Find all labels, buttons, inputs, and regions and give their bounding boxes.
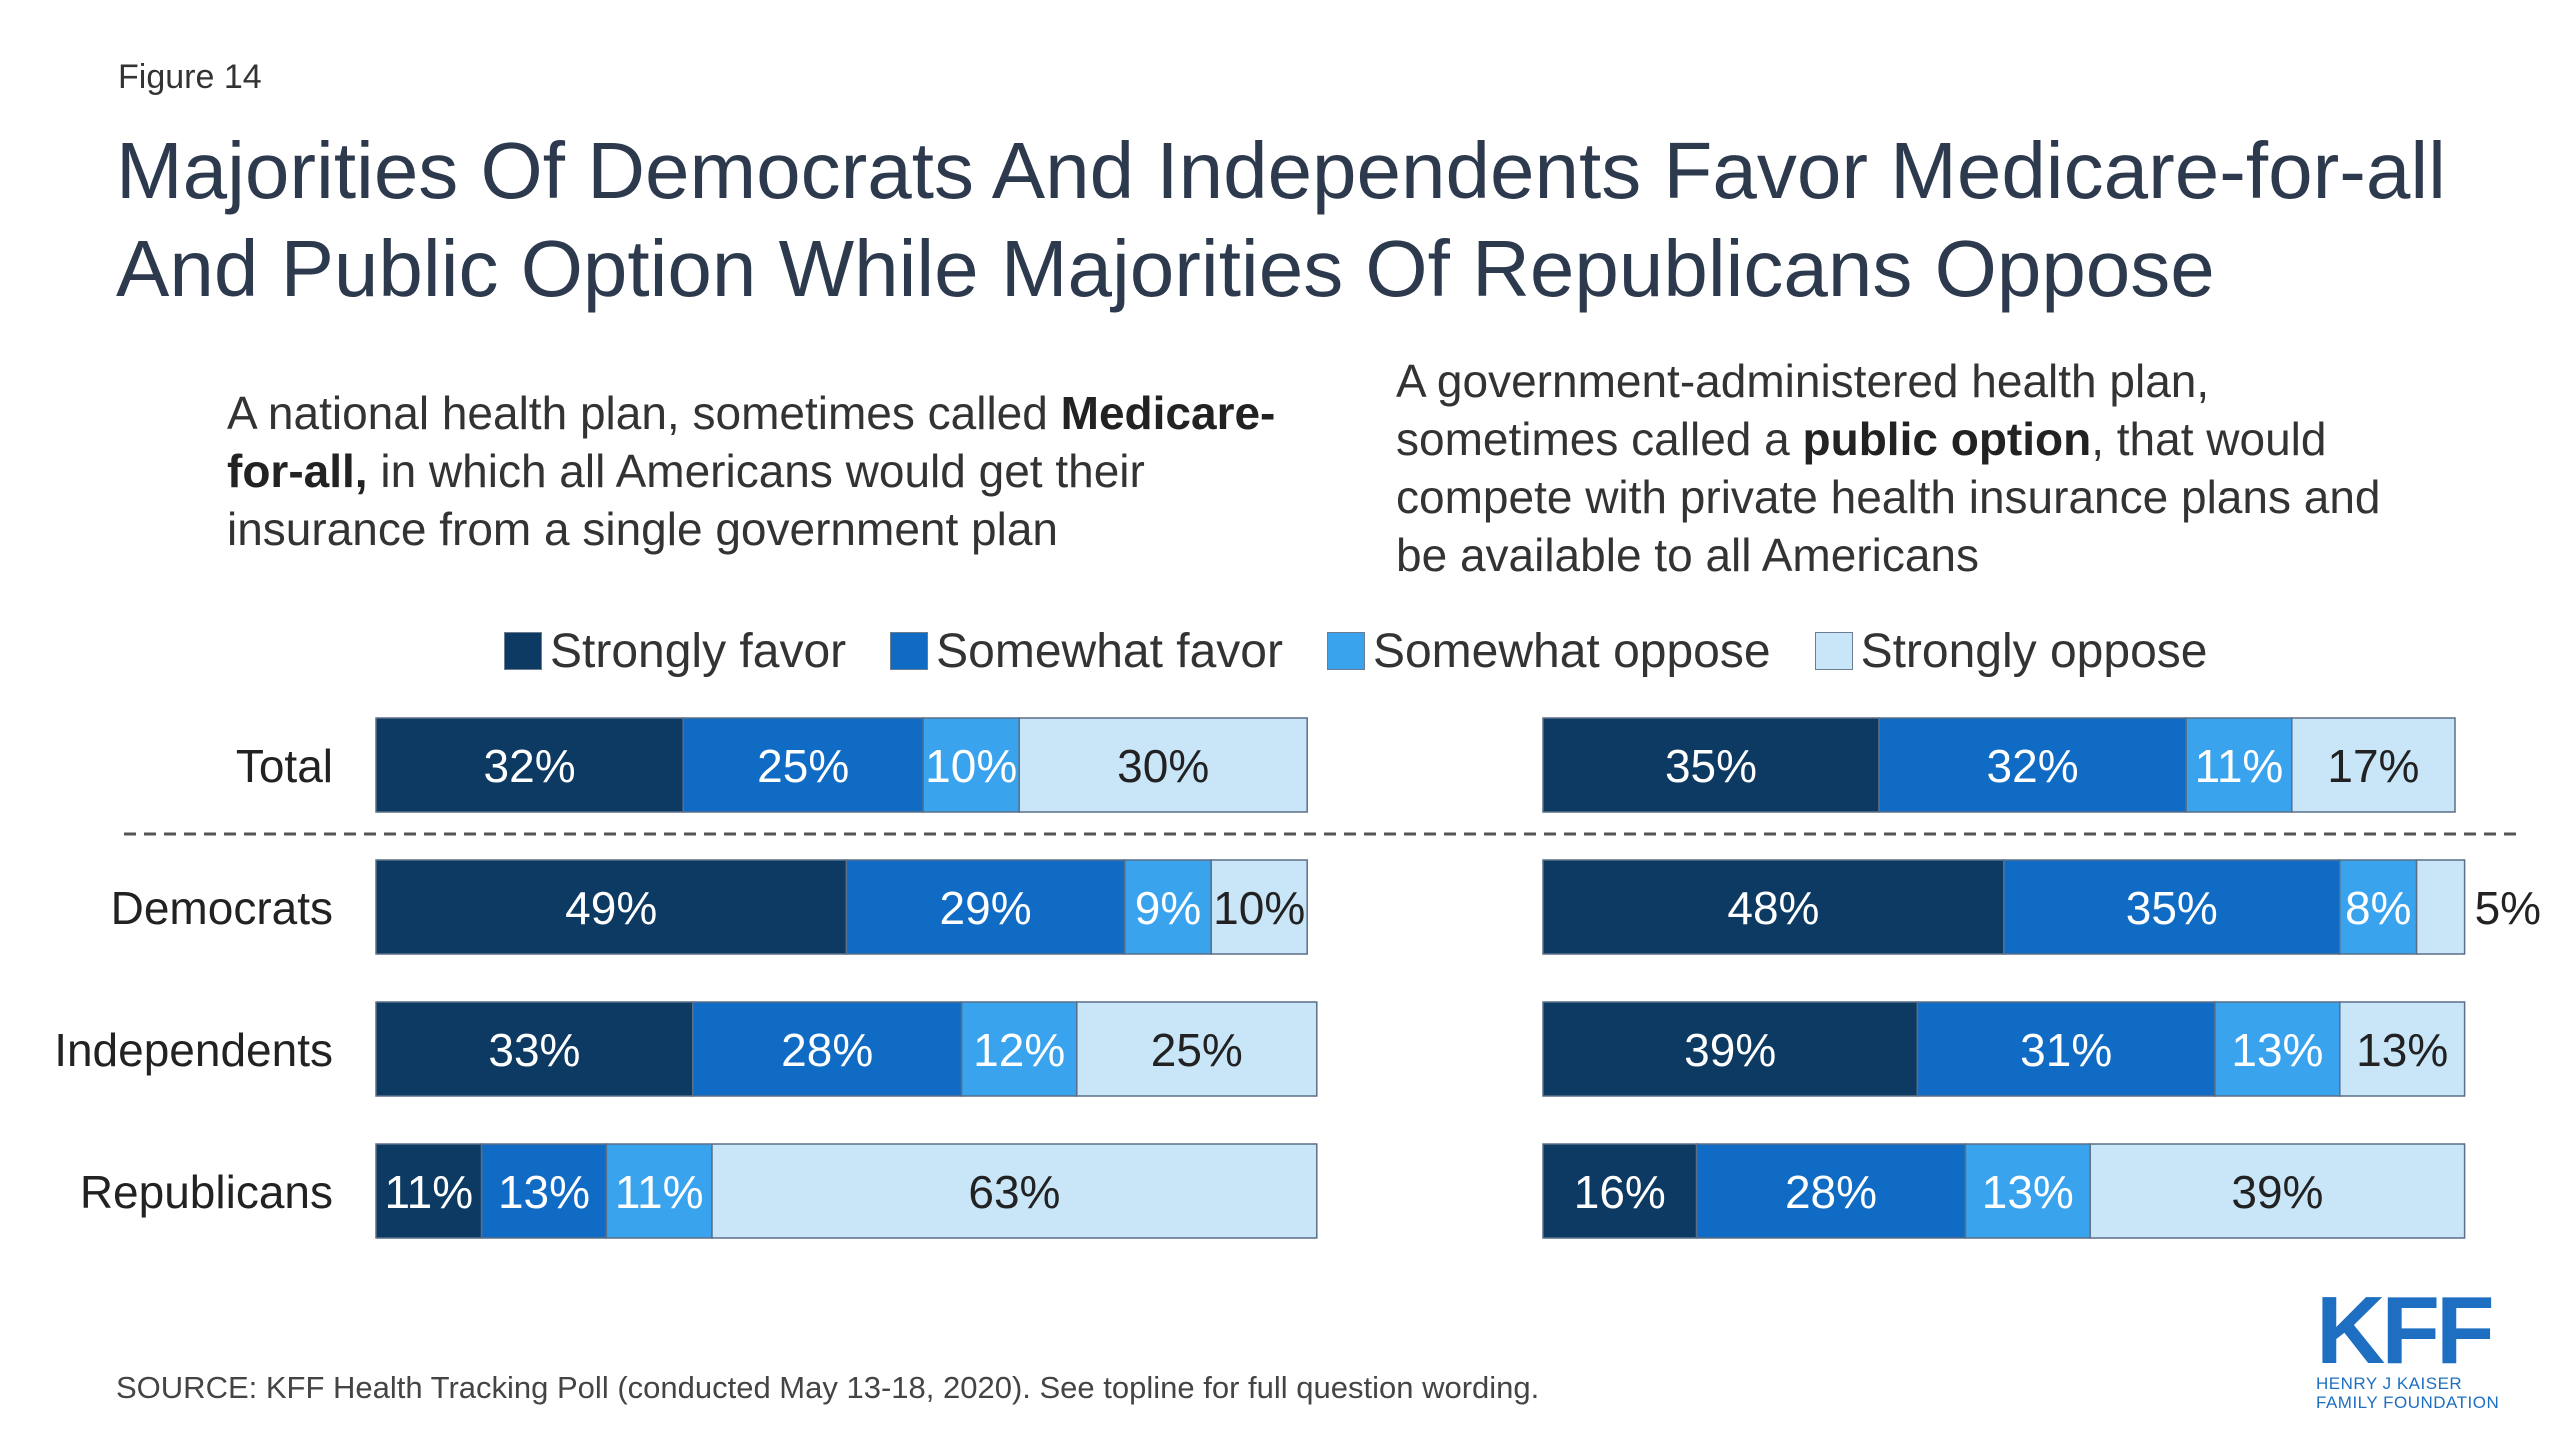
bar-public-option-independents-somewhat-oppose [2214, 1001, 2341, 1097]
desc-left-pre: A national health plan, sometimes called [227, 387, 1061, 439]
bar-public-option-independents-strongly-favor [1542, 1001, 1919, 1097]
data-label-medicare-for-all-republicans-strongly-favor: 11% [384, 1166, 473, 1218]
data-label-medicare-for-all-republicans-strongly-oppose: 63% [968, 1166, 1060, 1218]
data-label-public-option-democrats-somewhat-favor: 35% [2126, 882, 2218, 934]
bar-public-option-republicans-somewhat-favor [1695, 1143, 1967, 1239]
bar-medicare-for-all-total-strongly-favor [375, 717, 684, 813]
source-note: SOURCE: KFF Health Tracking Poll (conduc… [116, 1370, 1540, 1405]
figure-label: Figure 14 [118, 58, 262, 96]
data-label-public-option-democrats-strongly-favor: 48% [1727, 882, 1819, 934]
data-label-medicare-for-all-democrats-somewhat-oppose: 9% [1135, 882, 1201, 934]
data-label-medicare-for-all-independents-somewhat-favor: 28% [781, 1024, 873, 1076]
data-label-medicare-for-all-total-strongly-oppose: 30% [1117, 740, 1209, 792]
bar-medicare-for-all-independents-somewhat-favor [692, 1001, 963, 1097]
bar-medicare-for-all-democrats-strongly-oppose [1210, 859, 1308, 955]
legend-swatch-somewhat-oppose [1326, 632, 1365, 670]
desc-right-bold: public option [1802, 413, 2092, 465]
legend-item-strongly-favor: Strongly favor [504, 624, 846, 679]
data-label-public-option-republicans-strongly-oppose: 39% [2231, 1166, 2323, 1218]
category-label-republicans: Republicans [80, 1166, 333, 1218]
bar-medicare-for-all-democrats-somewhat-oppose [1124, 859, 1212, 955]
desc-left-bold: Medicare-for-all, [227, 387, 1276, 497]
bar-public-option-total-somewhat-oppose [2185, 717, 2293, 813]
bar-medicare-for-all-independents-strongly-oppose [1076, 1001, 1318, 1097]
bar-public-option-independents-somewhat-favor [1916, 1001, 2216, 1097]
data-label-medicare-for-all-total-strongly-favor: 32% [484, 740, 576, 792]
bar-public-option-total-strongly-favor [1542, 717, 1880, 813]
legend-item-strongly-oppose: Strongly oppose [1814, 624, 2208, 679]
data-label-public-option-independents-strongly-favor: 39% [1684, 1024, 1776, 1076]
chart-title: Majorities Of Democrats And Independents… [116, 126, 2446, 313]
bar-medicare-for-all-republicans-strongly-oppose [711, 1143, 1318, 1239]
kff-logo-subtitle: HENRY J KAISER FAMILY FOUNDATION [2316, 1374, 2506, 1412]
data-label-public-option-independents-somewhat-oppose: 13% [2231, 1024, 2323, 1076]
data-label-public-option-republicans-strongly-favor: 16% [1574, 1166, 1666, 1218]
data-label-medicare-for-all-independents-strongly-favor: 33% [488, 1024, 580, 1076]
bar-medicare-for-all-total-strongly-oppose [1018, 717, 1308, 813]
legend-label-strongly-oppose: Strongly oppose [1860, 624, 2208, 678]
legend-label-somewhat-favor: Somewhat favor [936, 624, 1283, 678]
legend-swatch-somewhat-favor [890, 632, 929, 670]
data-label-public-option-total-somewhat-favor: 32% [1987, 740, 2079, 792]
kff-logo-mark: KFF [2316, 1277, 2495, 1384]
bar-public-option-republicans-somewhat-oppose [1964, 1143, 2091, 1239]
bar-public-option-independents-strongly-oppose [2339, 1001, 2466, 1097]
data-label-public-option-republicans-somewhat-favor: 28% [1785, 1166, 1877, 1218]
bar-medicare-for-all-republicans-somewhat-oppose [605, 1143, 713, 1239]
desc-right-post: , that would compete with private health… [1396, 413, 2381, 581]
kff-logo-line1: HENRY J KAISER [2316, 1374, 2463, 1393]
data-label-medicare-for-all-republicans-somewhat-favor: 13% [498, 1166, 590, 1218]
legend-label-somewhat-oppose: Somewhat oppose [1372, 624, 1771, 678]
medicare-for-all-description: A national health plan, sometimes called… [227, 384, 1347, 558]
bar-medicare-for-all-democrats-somewhat-favor [845, 859, 1126, 955]
bar-public-option-republicans-strongly-oppose [2089, 1143, 2466, 1239]
category-label-total: Total [236, 740, 333, 792]
legend-swatch-strongly-oppose [1814, 632, 1853, 670]
data-label-public-option-republicans-somewhat-oppose: 13% [1982, 1166, 2074, 1218]
public-option-description: A government-administered health plan, s… [1396, 352, 2416, 584]
data-label-medicare-for-all-democrats-strongly-oppose: 10% [1213, 882, 1305, 934]
data-label-public-option-independents-strongly-oppose: 13% [2356, 1024, 2448, 1076]
bar-public-option-republicans-strongly-favor [1542, 1143, 1698, 1239]
legend-label-strongly-favor: Strongly favor [550, 624, 847, 678]
legend-swatch-strongly-favor [504, 632, 542, 670]
data-label-medicare-for-all-republicans-somewhat-oppose: 11% [615, 1166, 704, 1218]
data-label-medicare-for-all-independents-strongly-oppose: 25% [1151, 1024, 1243, 1076]
category-label-democrats: Democrats [111, 882, 333, 934]
data-label-medicare-for-all-democrats-somewhat-favor: 29% [940, 882, 1032, 934]
bar-public-option-democrats-somewhat-oppose [2339, 859, 2418, 955]
category-label-independents: Independents [54, 1024, 333, 1076]
desc-left-post: in which all Americans would get their i… [227, 445, 1145, 555]
kff-logo-line2: FAMILY FOUNDATION [2316, 1393, 2500, 1412]
legend-item-somewhat-oppose: Somewhat oppose [1326, 624, 1771, 679]
data-label-public-option-total-strongly-favor: 35% [1665, 740, 1757, 792]
bar-public-option-democrats-somewhat-favor [2003, 859, 2341, 955]
data-label-public-option-total-strongly-oppose: 17% [2327, 740, 2419, 792]
data-label-medicare-for-all-democrats-strongly-favor: 49% [565, 882, 657, 934]
chart-legend: Strongly favor Somewhat favor Somewhat o… [504, 616, 2251, 686]
bar-public-option-total-strongly-oppose [2291, 717, 2456, 813]
data-label-public-option-independents-somewhat-favor: 31% [2020, 1024, 2112, 1076]
data-label-medicare-for-all-total-somewhat-favor: 25% [757, 740, 849, 792]
data-label-public-option-democrats-somewhat-oppose: 8% [2345, 882, 2411, 934]
bar-medicare-for-all-independents-somewhat-oppose [960, 1001, 1078, 1097]
data-label-medicare-for-all-total-somewhat-oppose: 10% [925, 740, 1017, 792]
legend-item-somewhat-favor: Somewhat favor [890, 624, 1283, 679]
kff-logo: KFF HENRY J KAISER FAMILY FOUNDATION [2316, 1277, 2506, 1413]
data-label-public-option-total-somewhat-oppose: 11% [2195, 740, 2284, 792]
bar-medicare-for-all-total-somewhat-favor [682, 717, 924, 813]
data-label-public-option-democrats-strongly-oppose: 5% [2475, 882, 2541, 934]
data-label-medicare-for-all-independents-somewhat-oppose: 12% [973, 1024, 1065, 1076]
bar-public-option-democrats-strongly-oppose [2415, 859, 2466, 955]
bar-medicare-for-all-republicans-somewhat-favor [480, 1143, 608, 1239]
bar-medicare-for-all-democrats-strongly-favor [375, 859, 848, 955]
desc-right-pre: A government-administered health plan, s… [1396, 355, 2210, 465]
